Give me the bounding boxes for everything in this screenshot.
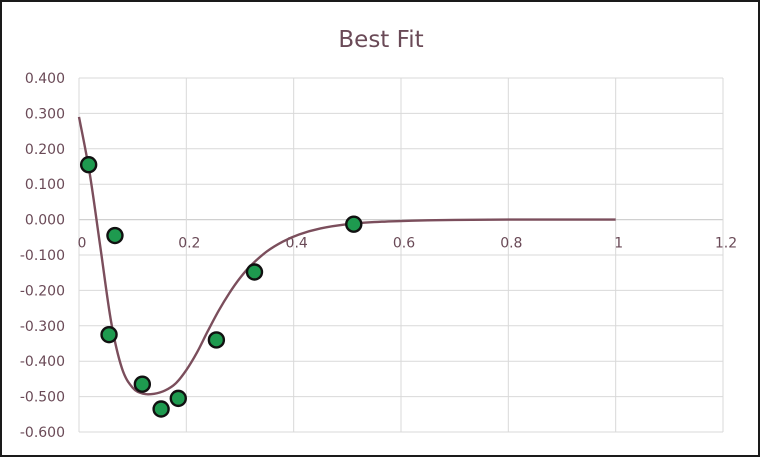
fit-line-layer: [77, 116, 616, 396]
y-tick-label: -0.500: [20, 390, 65, 406]
points-layer: [79, 156, 363, 418]
data-point: [133, 375, 152, 393]
x-tick-label: 0.6: [393, 236, 415, 252]
x-tick-label: 1: [614, 236, 623, 252]
x-tick-label: 1.2: [715, 236, 737, 252]
y-tick-label: -0.300: [20, 319, 65, 335]
data-point: [345, 215, 363, 233]
x-tick-label: 0.8: [500, 236, 522, 252]
y-tick-label: 0.200: [25, 142, 65, 158]
x-tick-label: 0: [78, 236, 87, 252]
data-point: [169, 389, 187, 408]
y-tick-label: 0.100: [25, 177, 65, 193]
x-tick-label: 0.2: [178, 236, 200, 252]
data-point: [79, 156, 98, 174]
best-fit-line: [77, 116, 616, 396]
data-point: [106, 226, 124, 245]
data-point: [207, 331, 226, 349]
y-tick-label: 0.000: [25, 213, 65, 229]
axis-labels-layer: 0.400 0.300 0.200 0.100 0.000 -0.100 -0.200 -0.…: [20, 71, 737, 441]
grid-layer: [78, 77, 724, 433]
y-tick-label: -0.200: [20, 283, 65, 299]
data-point: [245, 263, 264, 281]
x-tick-label: 0.4: [286, 236, 308, 252]
y-tick-label: 0.300: [25, 106, 65, 122]
y-tick-label: -0.600: [20, 425, 65, 441]
chart-title: Best Fit: [338, 27, 423, 53]
y-tick-label: -0.400: [20, 354, 65, 370]
y-tick-label: -0.100: [20, 248, 65, 264]
y-tick-label: 0.400: [25, 71, 65, 87]
data-point: [152, 400, 170, 418]
data-point: [100, 325, 118, 344]
